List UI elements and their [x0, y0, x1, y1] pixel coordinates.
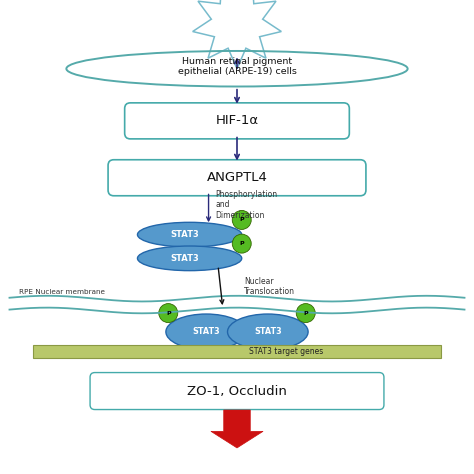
Circle shape: [159, 304, 178, 323]
Circle shape: [232, 210, 251, 229]
Text: P: P: [166, 310, 171, 316]
Text: P: P: [303, 310, 308, 316]
Text: STAT3: STAT3: [171, 254, 199, 263]
Circle shape: [296, 304, 315, 323]
Text: HIF-1α: HIF-1α: [216, 114, 258, 128]
Text: Nuclear
Translocation: Nuclear Translocation: [244, 277, 295, 296]
Text: Human retinal pigment
epithelial (ARPE-19) cells: Human retinal pigment epithelial (ARPE-1…: [178, 57, 296, 76]
Text: STAT3: STAT3: [192, 328, 220, 336]
Text: RPE Nuclear membrane: RPE Nuclear membrane: [19, 289, 105, 295]
Text: ZO-1, Occludin: ZO-1, Occludin: [187, 384, 287, 398]
Ellipse shape: [137, 222, 242, 247]
Text: STAT3: STAT3: [171, 230, 199, 239]
Text: STAT3 target genes: STAT3 target genes: [249, 347, 323, 356]
Bar: [33, 345, 441, 358]
Polygon shape: [211, 410, 263, 448]
FancyBboxPatch shape: [125, 103, 349, 139]
Text: STAT3: STAT3: [254, 328, 282, 336]
FancyBboxPatch shape: [90, 373, 384, 410]
FancyBboxPatch shape: [108, 160, 366, 196]
Ellipse shape: [166, 314, 246, 350]
Ellipse shape: [228, 314, 308, 350]
Text: Phosphorylation
and
Dimerization: Phosphorylation and Dimerization: [216, 190, 278, 219]
Text: ANGPTL4: ANGPTL4: [207, 171, 267, 184]
Text: P: P: [239, 218, 244, 222]
Ellipse shape: [137, 246, 242, 271]
Text: P: P: [239, 241, 244, 246]
Circle shape: [232, 234, 251, 253]
